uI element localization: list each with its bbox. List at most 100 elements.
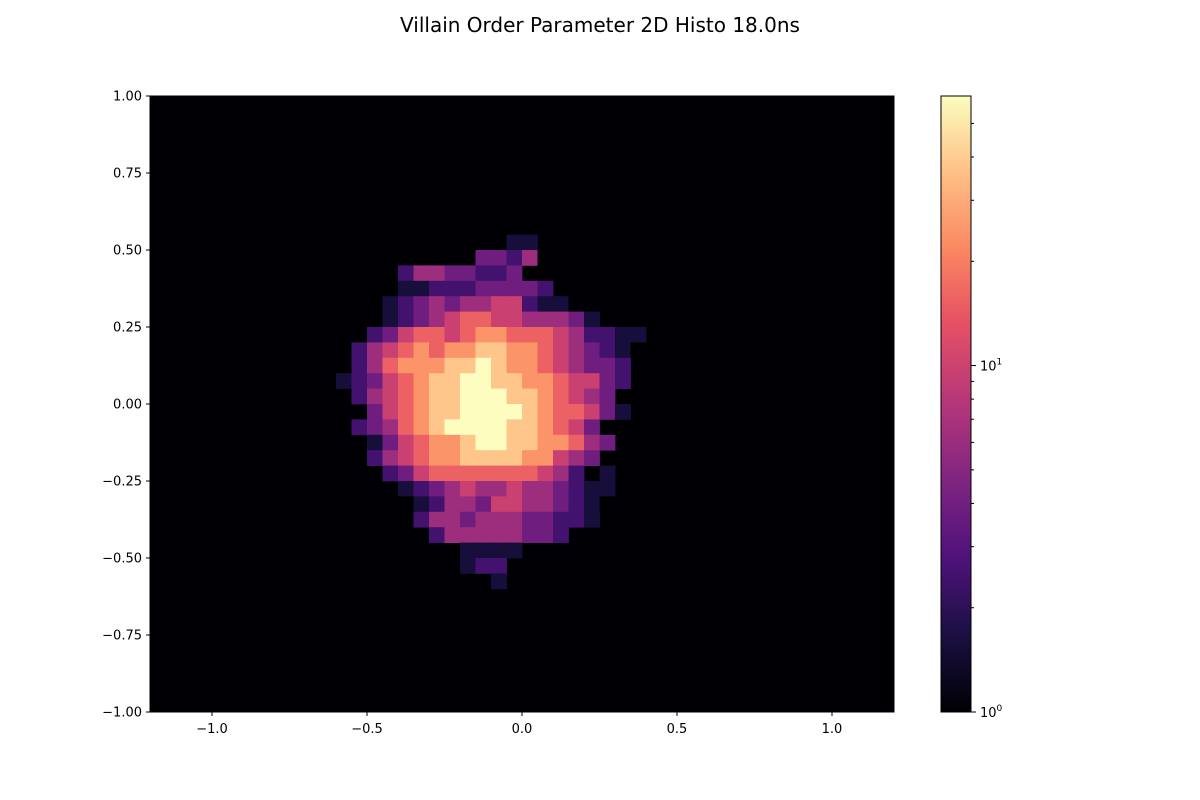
histogram-cell [615,342,631,359]
histogram-cell [537,357,554,374]
histogram-cell [413,327,430,343]
histogram-cell [537,250,554,266]
histogram-cell [522,527,538,543]
histogram-cell [568,419,585,436]
y-tick-label: 0.00 [113,398,142,413]
histogram-cell [398,419,414,436]
histogram-cell [475,265,492,282]
histogram-cell [522,404,538,420]
x-axis: −1.0 −0.5 0.0 0.5 1.0 [196,712,842,737]
histogram-cell [553,373,569,389]
histogram-cell [568,311,585,328]
histogram-cell [429,327,445,343]
histogram-cell [599,342,616,359]
histogram-cell [475,388,492,405]
x-tick-label: 0.5 [667,722,688,737]
histogram-cell [615,404,631,420]
histogram-cell [382,265,399,282]
histogram-cell [506,357,523,374]
histogram-cell [506,373,523,389]
histogram-cell [553,419,569,436]
histogram-cell [537,265,554,282]
histogram-cell [398,327,414,343]
histogram-cell [429,373,445,389]
histogram-cell [367,342,383,359]
histogram-cell [351,373,368,389]
histogram-cell [630,327,647,343]
histogram-cell [568,481,585,497]
histogram-cell [460,388,476,405]
histogram-cell [475,511,492,528]
histogram-cell [444,388,461,405]
histogram-cell [398,496,414,513]
histogram-cell [568,465,585,482]
histogram-cell [429,511,445,528]
histogram-cell [382,404,399,420]
histogram-cell [429,296,445,312]
histogram-cell [413,434,430,451]
histogram-cell [413,419,430,436]
histogram-cell [506,296,523,312]
histogram-cell [460,511,476,528]
y-axis: −1.00 −0.75 −0.50 −0.25 0.00 0.25 0.50 0.75 1.00 [102,90,150,721]
histogram-cell [584,404,600,420]
histogram-cell [522,280,538,297]
histogram-cell [506,450,523,466]
histogram-cell [475,434,492,451]
histogram-cell [444,465,461,482]
histogram-cell [413,342,430,359]
histogram-cell [506,527,523,543]
histogram-cell [568,450,585,466]
histogram-cell [491,388,507,405]
y-tick-label: 1.00 [113,90,142,105]
histogram-cell [522,465,538,482]
histogram-cell [444,496,461,513]
histogram-cell [568,496,585,513]
histogram-cell [584,342,600,359]
histogram-cell [522,419,538,436]
histogram-cell [599,434,616,451]
histogram-cell [584,450,600,466]
histogram-cell [553,404,569,420]
histogram-cell [537,450,554,466]
histogram-cell [584,311,600,328]
histogram-cell [413,311,430,328]
histogram-cell [491,434,507,451]
histogram-cell [460,450,476,466]
histogram-cell [599,481,616,497]
histogram-cell [398,373,414,389]
x-tick-label: −0.5 [351,722,383,737]
histogram-cell [491,573,507,590]
histogram-cell [537,527,554,543]
histogram-cell [382,373,399,389]
histogram-cell [444,419,461,436]
histogram-cell [351,357,368,374]
histogram-cell [506,496,523,513]
histogram-cell [382,465,399,482]
histogram-cell [429,465,445,482]
histogram-cell [398,481,414,497]
histogram-cell [429,434,445,451]
histogram-cell [568,434,585,451]
histogram-cell [475,357,492,374]
histogram-cell [367,388,383,405]
histogram-cell [491,250,507,266]
histogram-cells [336,219,647,590]
histogram-cell [537,296,554,312]
histogram-cell [506,342,523,359]
histogram-cell [568,280,585,297]
histogram-cell [398,296,414,312]
histogram-cell [537,342,554,359]
histogram-cell [568,404,585,420]
histogram-cell [522,327,538,343]
histogram-cell [537,388,554,405]
histogram-cell [491,419,507,436]
histogram-cell [522,450,538,466]
histogram-cell [382,388,399,405]
histogram-cell [537,511,554,528]
histogram-cell [506,511,523,528]
histogram-cell [444,511,461,528]
histogram-cell [553,388,569,405]
histogram-cell [460,542,476,559]
plot-area [149,95,895,713]
